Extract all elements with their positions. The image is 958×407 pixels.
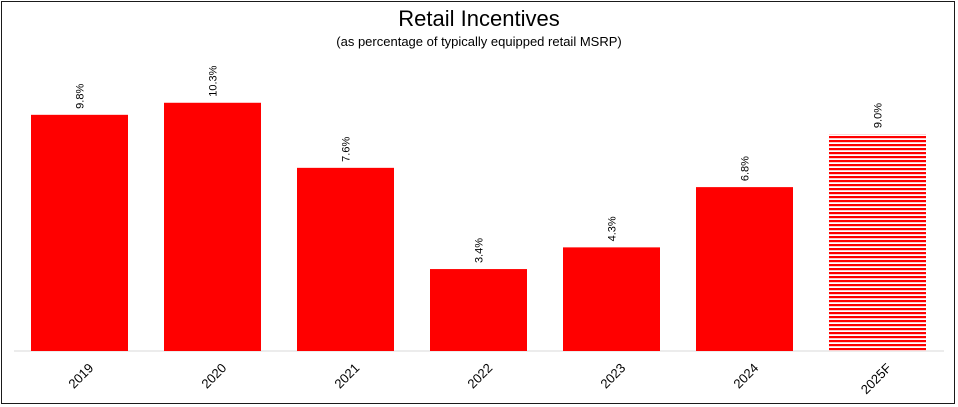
x-tick-label-2025f: 2025F	[858, 360, 895, 397]
bar-2023	[563, 247, 660, 351]
bar-2021	[297, 167, 394, 351]
x-tick-label-2022: 2022	[464, 360, 495, 391]
bar-2024	[696, 187, 793, 351]
chart-title: Retail Incentives	[398, 6, 560, 31]
data-label-2024: 6.8%	[740, 156, 752, 181]
x-tick-label-2019: 2019	[65, 360, 96, 391]
data-label-2021: 7.6%	[341, 137, 353, 162]
chart-subtitle: (as percentage of typically equipped ret…	[336, 34, 622, 49]
data-label-2025f: 9.0%	[873, 103, 885, 128]
data-label-2019: 9.8%	[75, 84, 87, 109]
bar-2019	[31, 114, 128, 351]
x-tick-label-2021: 2021	[331, 360, 362, 391]
data-label-2020: 10.3%	[208, 65, 220, 96]
data-label-2022: 3.4%	[474, 238, 486, 263]
x-tick-label-2023: 2023	[597, 360, 628, 391]
bar-2020	[164, 102, 261, 352]
x-tick-label-2020: 2020	[198, 360, 229, 391]
bar-2025f	[829, 134, 926, 351]
data-label-2023: 4.3%	[607, 216, 619, 241]
x-tick-label-2024: 2024	[730, 360, 761, 391]
bar-2022	[430, 269, 527, 351]
